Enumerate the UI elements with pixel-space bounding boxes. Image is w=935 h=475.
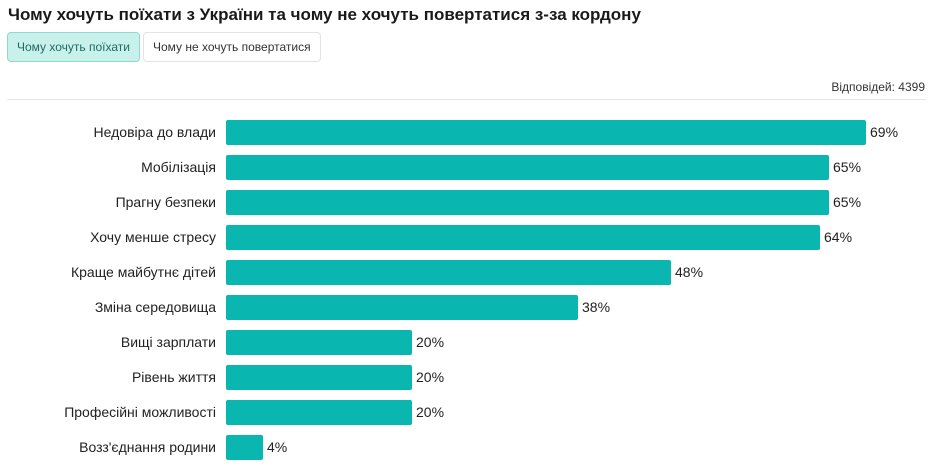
chart-title: Чому хочуть поїхати з України та чому не…: [8, 5, 641, 24]
bar-label: Рівень життя: [131, 369, 216, 385]
bar-label: Прагну безпеки: [115, 194, 216, 210]
bar-label: Зміна середовища: [94, 299, 216, 315]
bar-row: Вищі зарплати 20%: [0, 330, 935, 355]
bar: [226, 400, 412, 425]
bar: [226, 330, 412, 355]
bar: [226, 435, 263, 460]
bar-value-label: 48%: [675, 264, 704, 280]
bar: [226, 225, 820, 250]
bar-value-label: 38%: [582, 299, 611, 315]
bar-value-label: 69%: [870, 124, 899, 140]
bar-label: Хочу менше стресу: [90, 229, 216, 245]
bar-label: Возз'єднання родини: [79, 439, 216, 455]
bar-value-label: 20%: [416, 369, 445, 385]
bar-label: Мобілізація: [141, 159, 216, 175]
tab-bar: Чому хочуть поїхати Чому не хочуть повер…: [7, 32, 321, 62]
bar-value-label: 65%: [833, 194, 862, 210]
divider: [7, 99, 926, 100]
tab-why-leave[interactable]: Чому хочуть поїхати: [7, 32, 140, 62]
bar: [226, 295, 578, 320]
bar-row: Мобілізація 65%: [0, 155, 935, 180]
responses-count: Відповідей: 4399: [831, 80, 925, 94]
bar-row: Возз'єднання родини 4%: [0, 435, 935, 460]
bar-label: Вищі зарплати: [120, 334, 216, 350]
bar-row: Хочу менше стресу 64%: [0, 225, 935, 250]
bar: [226, 190, 829, 215]
bar-row: Прагну безпеки 65%: [0, 190, 935, 215]
bar: [226, 260, 671, 285]
bar: [226, 120, 866, 145]
bar-row: Недовіра до влади 69%: [0, 120, 935, 145]
bar-row: Професійні можливості 20%: [0, 400, 935, 425]
bar-row: Краще майбутнє дітей 48%: [0, 260, 935, 285]
bar: [226, 365, 412, 390]
bar-value-label: 20%: [416, 404, 445, 420]
bar-label: Недовіра до влади: [93, 124, 216, 140]
bar-row: Рівень життя 20%: [0, 365, 935, 390]
bar: [226, 155, 829, 180]
bar-value-label: 20%: [416, 334, 445, 350]
bar-value-label: 65%: [833, 159, 862, 175]
tab-why-not-return[interactable]: Чому не хочуть повертатися: [142, 32, 321, 62]
bar-row: Зміна середовища 38%: [0, 295, 935, 320]
bar-value-label: 4%: [267, 439, 288, 455]
bar-label: Професійні можливості: [64, 404, 216, 420]
bar-value-label: 64%: [824, 229, 853, 245]
bar-label: Краще майбутнє дітей: [70, 264, 216, 280]
